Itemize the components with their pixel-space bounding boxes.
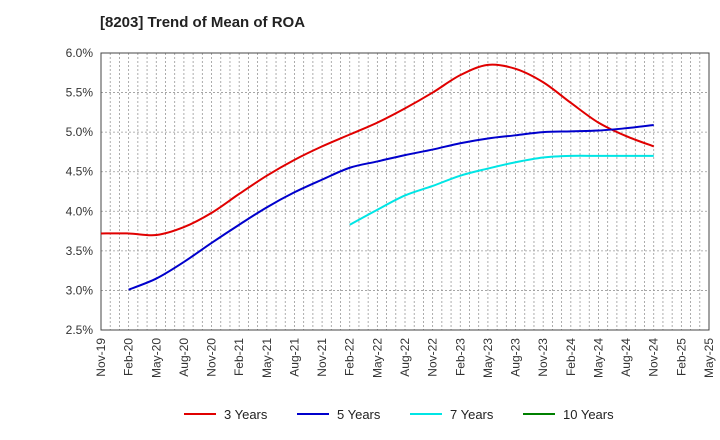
y-tick-label: 2.5% <box>66 323 94 337</box>
y-tick-label: 4.0% <box>66 204 94 218</box>
x-tick-label: Nov-20 <box>205 338 219 377</box>
x-tick-label: Feb-24 <box>564 338 578 376</box>
x-tick-label: Aug-22 <box>398 338 412 377</box>
series-line-7-years <box>349 154 654 226</box>
x-tick-label: Aug-24 <box>619 338 633 377</box>
x-tick-label: May-20 <box>149 338 163 378</box>
x-tick-label: Aug-21 <box>287 338 301 377</box>
y-tick-label: 4.5% <box>66 165 94 179</box>
y-axis: 2.5% 3.0% 3.5% 4.0% 4.5% 5.0% 5.5% 6.0% <box>66 46 94 337</box>
y-tick-label: 6.0% <box>66 46 94 60</box>
legend-label: 7 Years <box>450 407 494 422</box>
series-line-3-years <box>100 63 655 237</box>
y-tick-label: 5.0% <box>66 125 94 139</box>
x-tick-label: Nov-22 <box>426 338 440 377</box>
x-tick-label: Nov-24 <box>647 338 661 377</box>
x-tick-label: Nov-19 <box>94 338 108 377</box>
x-tick-label: Nov-23 <box>536 338 550 377</box>
chart-title: [8203] Trend of Mean of ROA <box>100 14 306 31</box>
legend-label: 5 Years <box>337 407 381 422</box>
x-tick-label: Feb-25 <box>674 338 688 376</box>
legend-label: 10 Years <box>563 407 614 422</box>
x-tick-label: May-23 <box>481 338 495 378</box>
x-tick-label: May-21 <box>260 338 274 378</box>
x-tick-label: Aug-23 <box>509 338 523 377</box>
x-tick-label: May-24 <box>591 338 605 378</box>
y-tick-label: 3.5% <box>66 244 94 258</box>
grid-layer <box>100 52 710 331</box>
x-tick-label: Feb-21 <box>232 338 246 376</box>
series-line-5-years <box>128 124 654 291</box>
x-tick-label: Aug-20 <box>177 338 191 377</box>
plot-frame <box>100 52 710 331</box>
x-tick-label: Nov-21 <box>315 338 329 377</box>
x-tick-label: Feb-23 <box>453 338 467 376</box>
y-tick-label: 5.5% <box>66 86 94 100</box>
x-tick-label: Feb-22 <box>343 338 357 376</box>
y-tick-label: 3.0% <box>66 283 94 297</box>
legend: 3 Years 5 Years 7 Years 10 Years <box>184 407 614 422</box>
x-tick-label: Feb-20 <box>122 338 136 376</box>
series-layer <box>100 63 655 291</box>
x-tick-label: May-25 <box>702 338 716 378</box>
legend-label: 3 Years <box>224 407 268 422</box>
x-axis: Nov-19 Feb-20 May-20 Aug-20 Nov-20 Feb-21 May-… <box>94 338 716 378</box>
x-tick-label: May-22 <box>370 338 384 378</box>
